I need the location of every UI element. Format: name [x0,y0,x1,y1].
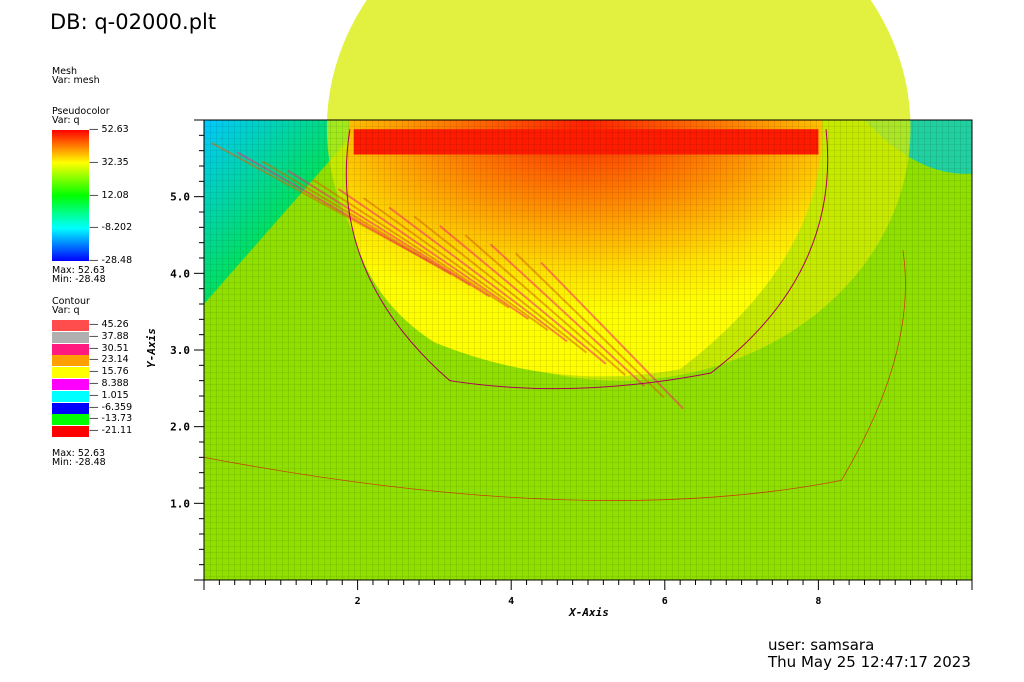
contour-legend-var: Var: q [52,305,80,316]
contour-level-swatch [52,355,89,367]
contour-level-label: — 45.26 [89,319,129,330]
pseudocolor-legend-header: Pseudocolor [52,106,110,117]
contour-level-swatch [52,379,89,390]
contour-level-swatch [52,367,89,379]
contour-max: Max: 52.63 [52,448,106,459]
contour-level-label: — 1.015 [89,389,129,401]
x-tick-label: 2 [355,596,361,607]
contour-level-swatch [52,331,89,343]
contour-level-label: — 15.76 [89,366,129,378]
x-tick-label: 6 [662,596,668,607]
contour-level-label: — -6.359 [89,401,133,413]
pseudocolor-tick-label: — 32.35 [89,156,129,168]
y-tick-label: 1.0 [170,497,190,510]
pseudocolor-min: Min: -28.48 [52,274,106,285]
mesh-legend-header: Mesh [52,66,78,77]
pseudocolor-tick-label: — 52.63 [89,124,129,135]
x-axis-ticks: 2 4 6 8 [203,580,973,607]
mesh-legend-var: Var: mesh [52,75,100,86]
pseudocolor-tick-label: — -8.202 [89,222,133,234]
timestamp: Thu May 25 12:47:17 2023 [768,653,971,671]
contour-level-swatch [52,414,89,426]
contour-level-swatch [52,402,89,414]
x-tick-label: 8 [815,596,821,607]
mesh-grid [204,120,972,580]
contour-level-swatch [52,390,89,402]
pseudocolor-tick-label: — 12.08 [89,189,129,201]
y-tick-label: 4.0 [170,267,190,280]
y-tick-label: 3.0 [170,344,190,357]
contour-level-swatch [52,426,89,438]
contour-level-swatch [52,343,89,355]
user-label: user: samsara [768,636,875,654]
y-tick-label: 2.0 [170,421,190,434]
x-axis-label: X-Axis [568,606,609,619]
pseudocolor-legend-var: Var: q [52,115,80,126]
contour-legend-header: Contour [52,296,90,307]
contour-level-label: — 23.14 [89,354,129,366]
x-tick-label: 4 [508,596,514,607]
y-axis-ticks: 1.0 2.0 3.0 4.0 5.0 [170,119,204,581]
contour-level-label: — -21.11 [89,425,133,437]
contour-level-label: — -13.73 [89,413,133,425]
pseudocolor-colorbar [52,130,89,261]
contour-level-label: — 37.88 [89,330,129,342]
contour-level-swatch [52,320,89,331]
contour-min: Min: -28.48 [52,457,106,468]
contour-level-label: — 8.388 [89,378,129,389]
contour-level-label: — 30.51 [89,342,129,354]
database-title: DB: q-02000.plt [50,10,217,34]
pseudocolor-tick-label: — -28.48 [89,255,133,266]
y-axis-label: Y-Axis [145,328,158,368]
y-tick-label: 5.0 [170,191,190,204]
pseudocolor-max: Max: 52.63 [52,265,106,276]
field-heatmap [203,0,973,581]
